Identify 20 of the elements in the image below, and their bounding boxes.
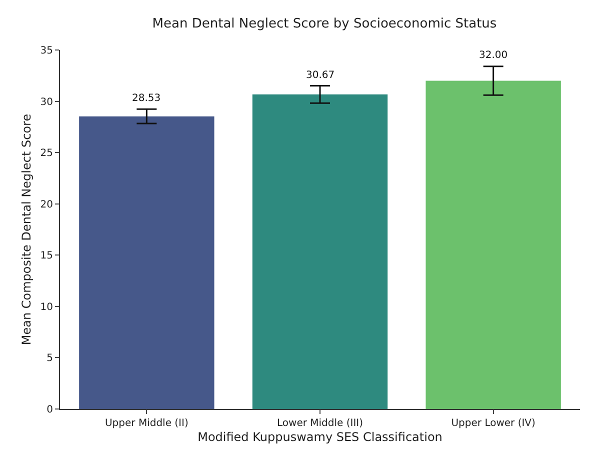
y-tick-label: 30: [40, 96, 53, 108]
x-tick-label: Upper Lower (IV): [451, 418, 536, 429]
y-tick-label: 5: [46, 353, 53, 364]
y-tick-label: 0: [46, 404, 53, 416]
x-tick-label: Upper Middle (II): [104, 418, 188, 429]
bar: [426, 80, 561, 409]
y-tick-label: 20: [40, 199, 53, 210]
x-tick-label: Lower Middle (III): [277, 418, 364, 429]
bar: [79, 116, 214, 409]
x-axis-title: Modified Kuppuswamy SES Classification: [198, 430, 442, 444]
data-label: 28.53: [132, 93, 161, 104]
y-tick-label: 25: [40, 148, 53, 160]
chart-title: Mean Dental Neglect Score by Socioeconomic Status: [152, 16, 497, 32]
data-label: 32.00: [479, 50, 508, 61]
y-axis-title: Mean Composite Dental Neglect Score: [20, 114, 34, 346]
y-tick-label: 15: [40, 250, 53, 262]
y-tick-label: 10: [40, 302, 53, 313]
y-tick-label: 35: [40, 46, 53, 56]
bar: [252, 94, 388, 409]
data-label: 30.67: [306, 70, 335, 81]
